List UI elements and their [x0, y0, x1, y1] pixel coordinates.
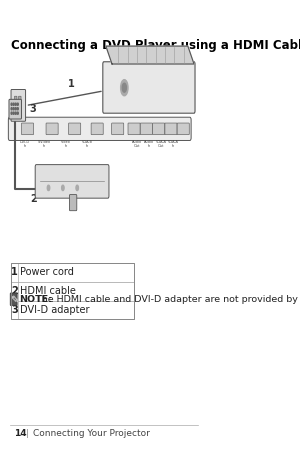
Text: Power cord: Power cord [20, 267, 74, 277]
Text: 14: 14 [14, 429, 26, 438]
Text: 3: 3 [30, 104, 37, 114]
FancyBboxPatch shape [11, 263, 134, 282]
FancyBboxPatch shape [128, 123, 140, 135]
Text: Video
In: Video In [61, 140, 71, 148]
FancyBboxPatch shape [19, 103, 21, 109]
Text: 1: 1 [11, 267, 18, 277]
FancyBboxPatch shape [91, 123, 103, 135]
Circle shape [15, 112, 16, 114]
Text: Connecting a DVD Player using a HDMI Cable: Connecting a DVD Player using a HDMI Cab… [11, 40, 300, 52]
Circle shape [13, 112, 14, 114]
Polygon shape [106, 46, 194, 64]
FancyBboxPatch shape [69, 194, 77, 211]
Circle shape [15, 108, 16, 110]
Circle shape [17, 112, 18, 114]
Text: DVI-D adapter: DVI-D adapter [20, 305, 89, 315]
Text: 2: 2 [11, 286, 18, 296]
Circle shape [122, 83, 126, 92]
Circle shape [61, 185, 64, 190]
FancyBboxPatch shape [177, 123, 189, 135]
FancyBboxPatch shape [14, 103, 17, 109]
FancyBboxPatch shape [14, 96, 17, 103]
Text: ✎: ✎ [10, 294, 18, 304]
Circle shape [11, 103, 12, 105]
FancyBboxPatch shape [35, 165, 109, 198]
Text: Connecting Your Projector: Connecting Your Projector [33, 429, 150, 438]
Circle shape [76, 185, 78, 190]
Text: 1: 1 [68, 79, 74, 89]
FancyBboxPatch shape [11, 90, 26, 121]
Text: 3: 3 [11, 305, 18, 315]
Text: NOTE:: NOTE: [19, 295, 52, 304]
Text: |: | [26, 429, 29, 438]
FancyBboxPatch shape [22, 123, 34, 135]
Text: DVI-D
In: DVI-D In [20, 140, 30, 148]
Text: 2: 2 [30, 194, 37, 204]
FancyBboxPatch shape [103, 62, 195, 113]
FancyBboxPatch shape [8, 117, 191, 140]
Text: VGA-B
In: VGA-B In [82, 140, 93, 148]
FancyBboxPatch shape [9, 99, 22, 119]
FancyBboxPatch shape [69, 123, 81, 135]
Text: VGA-A
Out: VGA-A Out [156, 140, 167, 148]
FancyBboxPatch shape [11, 282, 134, 301]
Text: The HDMI cable and DVI-D adapter are not provided by Dell.: The HDMI cable and DVI-D adapter are not… [33, 295, 300, 304]
Text: VGA-A
In: VGA-A In [168, 140, 179, 148]
FancyBboxPatch shape [10, 293, 17, 306]
Text: HDMI cable: HDMI cable [20, 286, 76, 296]
Circle shape [13, 103, 14, 105]
FancyBboxPatch shape [165, 123, 177, 135]
Text: Audio
Out: Audio Out [132, 140, 142, 148]
Circle shape [11, 108, 12, 110]
FancyBboxPatch shape [112, 123, 124, 135]
FancyBboxPatch shape [46, 123, 58, 135]
Circle shape [17, 108, 18, 110]
FancyBboxPatch shape [153, 123, 165, 135]
FancyBboxPatch shape [19, 96, 21, 103]
Circle shape [47, 185, 50, 190]
FancyBboxPatch shape [11, 301, 134, 320]
Circle shape [15, 103, 16, 105]
FancyBboxPatch shape [140, 123, 152, 135]
Circle shape [17, 103, 18, 105]
Circle shape [121, 80, 128, 96]
Circle shape [13, 108, 14, 110]
Circle shape [11, 112, 12, 114]
Text: S-Video
In: S-Video In [38, 140, 51, 148]
Text: Audio
In: Audio In [144, 140, 154, 148]
